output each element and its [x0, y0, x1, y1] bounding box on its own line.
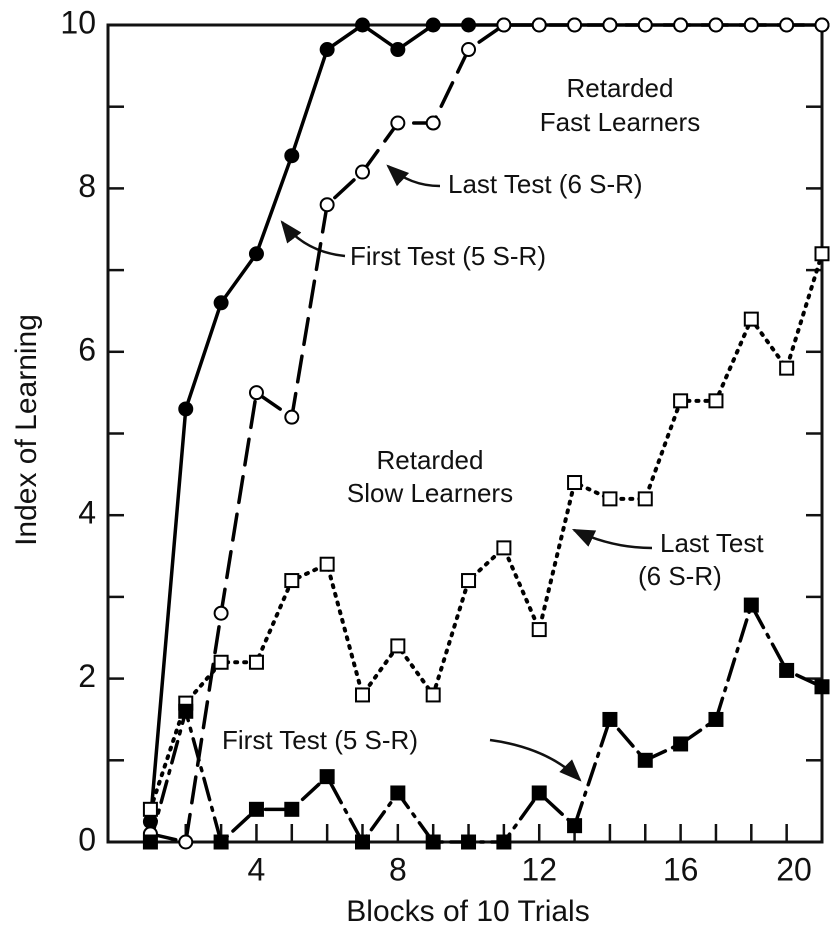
y-tick-label: 6	[78, 331, 96, 367]
point	[743, 597, 759, 613]
x-tick-label: 12	[521, 851, 557, 887]
point	[461, 573, 477, 589]
point	[213, 295, 229, 311]
point	[425, 17, 441, 33]
point	[743, 311, 759, 327]
point	[354, 17, 370, 33]
x-axis-label: Blocks of 10 Trials	[346, 895, 589, 928]
annotation: Last Test	[660, 528, 764, 558]
point	[496, 834, 512, 850]
series-line	[148, 251, 824, 812]
point	[602, 17, 618, 33]
point	[779, 662, 795, 678]
point	[319, 769, 335, 785]
point	[814, 17, 830, 33]
y-tick-label: 0	[78, 821, 96, 857]
point	[637, 491, 653, 507]
point	[390, 638, 406, 654]
x-tick-label: 16	[663, 851, 699, 887]
point	[602, 491, 618, 507]
annotation: Slow Learners	[347, 478, 513, 508]
point	[567, 17, 583, 33]
point	[319, 42, 335, 58]
annotation: Retarded	[567, 73, 674, 103]
point	[354, 687, 370, 703]
y-tick-label: 2	[78, 658, 96, 694]
point	[354, 164, 370, 180]
point	[142, 814, 158, 830]
point	[178, 834, 194, 850]
point	[425, 834, 441, 850]
point	[284, 801, 300, 817]
point	[248, 654, 264, 670]
point	[354, 834, 370, 850]
annotation-arrows	[280, 164, 653, 782]
point	[248, 801, 264, 817]
point	[814, 679, 830, 695]
point	[142, 801, 158, 817]
y-tick-label: 4	[78, 495, 96, 531]
annotation: Fast Learners	[540, 107, 700, 137]
y-axis-label: Index of Learning	[10, 314, 43, 546]
x-tick-label: 8	[389, 851, 407, 887]
point	[425, 687, 441, 703]
point	[496, 540, 512, 556]
point	[390, 42, 406, 58]
point	[425, 115, 441, 131]
annotation: Retarded	[377, 445, 484, 475]
point	[213, 654, 229, 670]
y-tick-label: 8	[78, 168, 96, 204]
y-tick-label: 10	[60, 4, 96, 40]
point	[319, 556, 335, 572]
point	[461, 17, 477, 33]
x-tick-label: 20	[776, 851, 812, 887]
point	[673, 736, 689, 752]
point	[284, 573, 300, 589]
point	[708, 711, 724, 727]
point	[637, 752, 653, 768]
point	[248, 246, 264, 262]
x-tick-label: 4	[248, 851, 266, 887]
point	[708, 17, 724, 33]
annotation: First Test (5 S-R)	[222, 725, 418, 755]
point	[213, 834, 229, 850]
point	[178, 703, 194, 719]
point	[673, 393, 689, 409]
point	[531, 17, 547, 33]
point	[673, 17, 689, 33]
point	[248, 385, 264, 401]
point	[461, 42, 477, 58]
point	[602, 711, 618, 727]
point	[284, 148, 300, 164]
point	[390, 785, 406, 801]
point	[461, 834, 477, 850]
point	[743, 17, 759, 33]
point	[390, 115, 406, 131]
point	[142, 834, 158, 850]
point	[213, 605, 229, 621]
point	[531, 785, 547, 801]
point	[496, 17, 512, 33]
point	[637, 17, 653, 33]
point	[567, 475, 583, 491]
point	[178, 401, 194, 417]
point	[531, 622, 547, 638]
point	[814, 246, 830, 262]
point	[779, 360, 795, 376]
point	[284, 409, 300, 425]
point	[567, 818, 583, 834]
point	[319, 197, 335, 213]
annotation: (6 S-R)	[638, 561, 722, 591]
point	[708, 393, 724, 409]
annotation: First Test (5 S-R)	[350, 241, 546, 271]
point	[779, 17, 795, 33]
annotation: Last Test (6 S-R)	[448, 169, 643, 199]
